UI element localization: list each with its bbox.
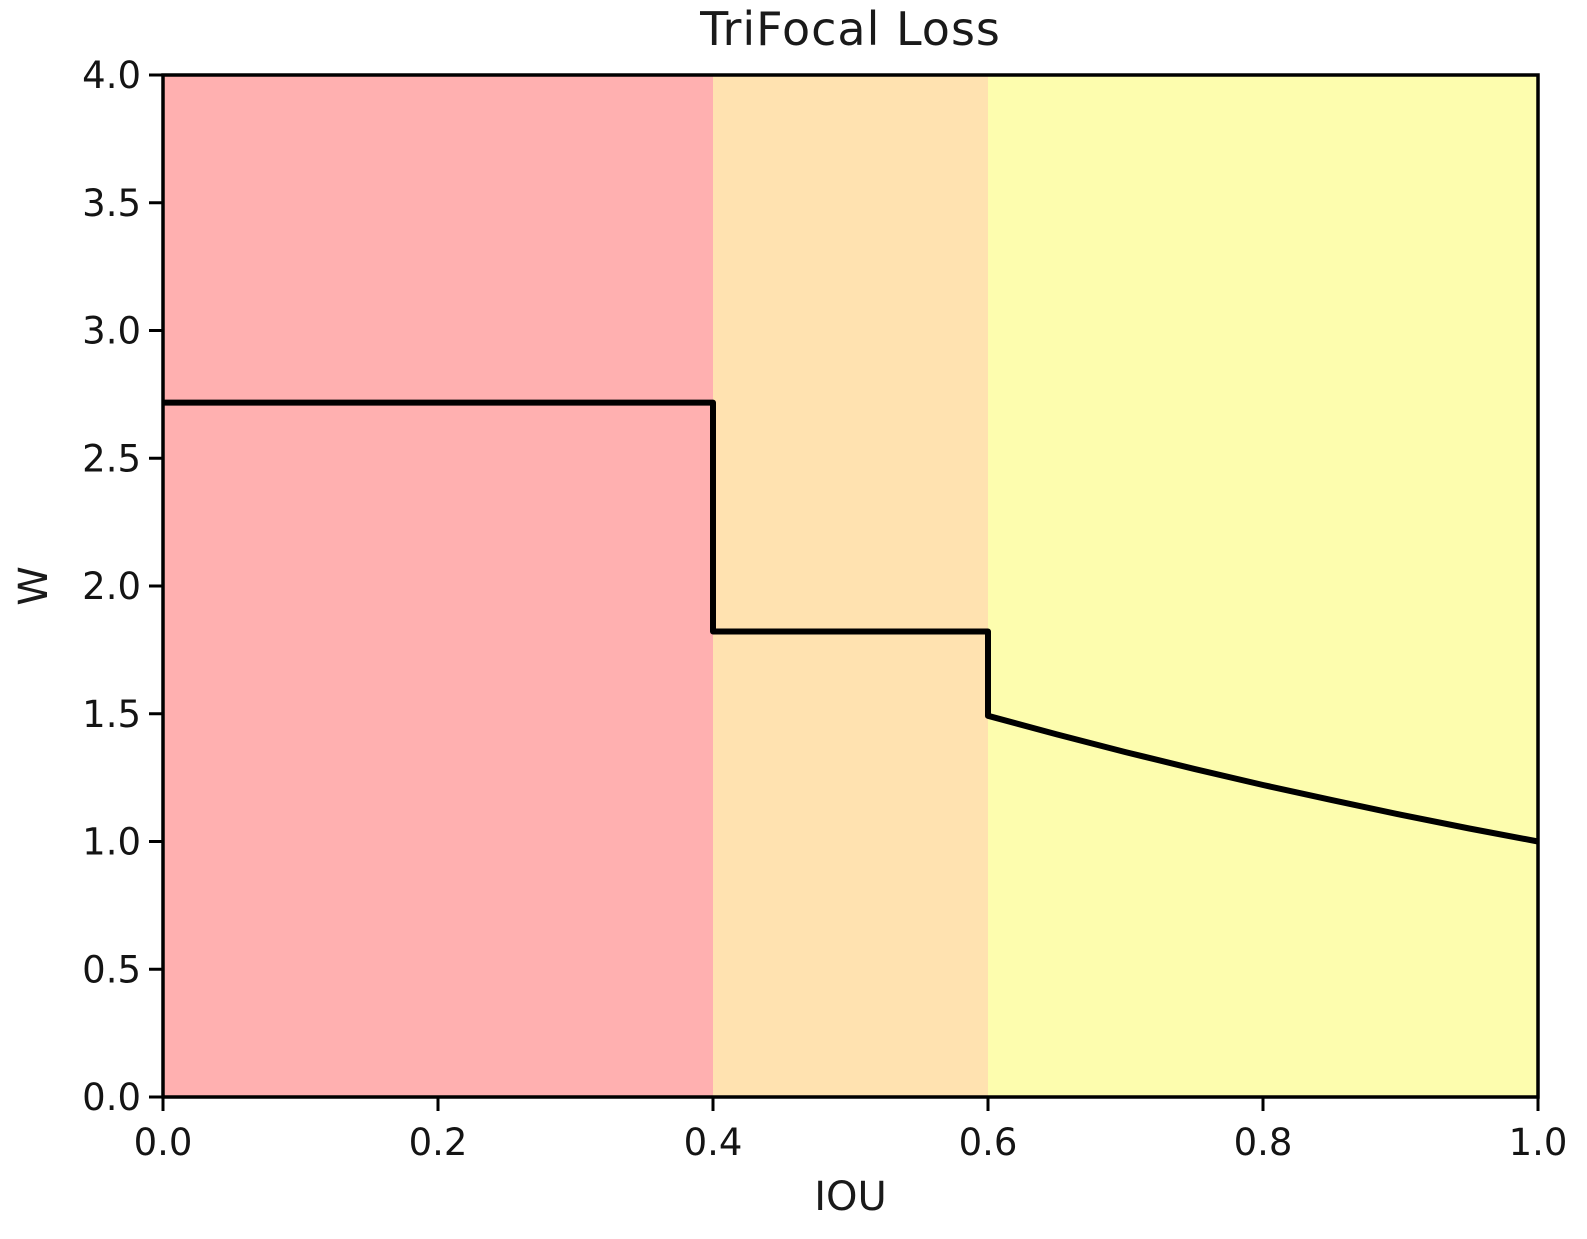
y-tick-label: 4.0	[82, 54, 141, 97]
low-iou-region	[163, 75, 713, 1097]
y-tick-label: 1.5	[82, 693, 141, 736]
trifocal-weight-curve	[163, 399, 1539, 845]
y-tick-label: 1.0	[82, 821, 141, 864]
x-tick-label: 1.0	[1509, 1121, 1568, 1164]
chart-title: TriFocal Loss	[700, 2, 1001, 56]
y-axis-label: W	[11, 566, 57, 606]
x-axis-label: IOU	[814, 1174, 887, 1220]
y-tick-label: 0.5	[82, 948, 141, 991]
x-tick-label: 0.2	[409, 1121, 468, 1164]
y-tick-label: 3.0	[82, 310, 141, 353]
y-tick-label: 0.0	[82, 1076, 141, 1119]
x-tick-label: 0.8	[1234, 1121, 1293, 1164]
y-tick-label: 2.5	[82, 437, 141, 480]
x-tick-label: 0.6	[959, 1121, 1018, 1164]
x-tick-label: 0.0	[134, 1121, 193, 1164]
mid-iou-region	[713, 75, 988, 1097]
high-iou-region	[988, 75, 1538, 1097]
y-tick-label: 3.5	[82, 182, 141, 225]
x-tick-label: 0.4	[684, 1121, 743, 1164]
y-tick-label: 2.0	[82, 565, 141, 608]
